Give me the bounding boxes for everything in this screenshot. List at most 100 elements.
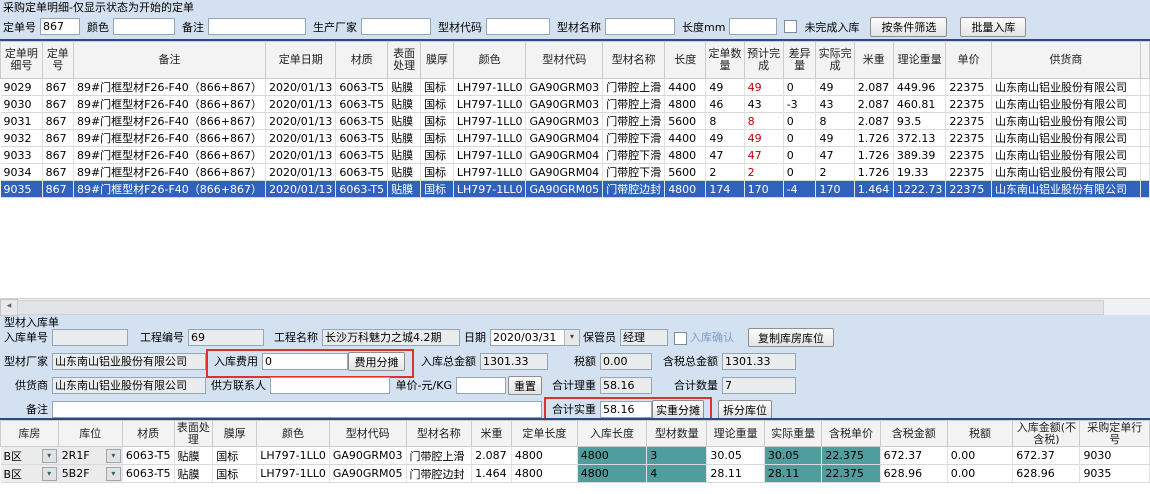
table-cell[interactable]: 2.087 <box>471 446 512 465</box>
table-cell[interactable]: 5600 <box>664 112 707 130</box>
table-cell[interactable]: 93.5 <box>893 112 947 130</box>
table-cell[interactable]: 山东南山铝业股份有限公司 <box>991 163 1141 181</box>
column-header[interactable]: 采购定单行号 <box>1079 420 1150 447</box>
table-cell[interactable]: 国标 <box>420 112 454 130</box>
split-location-button[interactable]: 拆分库位 <box>718 400 772 419</box>
table-cell[interactable]: 6063-T5 <box>335 95 389 113</box>
table-cell[interactable]: 4800 <box>511 464 578 483</box>
table-cell[interactable]: 89#门框型材F26-F40（866+867） <box>73 112 267 130</box>
hscrollbar-thumb[interactable] <box>17 300 1104 315</box>
table-cell[interactable]: 22.375 <box>821 464 881 483</box>
table-cell[interactable]: 389.39 <box>893 146 947 164</box>
table-cell[interactable]: 867 <box>42 95 74 113</box>
table-cell[interactable]: 4800 <box>664 95 707 113</box>
column-header[interactable]: 型材代码 <box>328 420 407 447</box>
order-row[interactable]: 9032 867 89#门框型材F26-F40（866+867） 2020/01/13… <box>0 129 1150 147</box>
table-cell[interactable]: 22375 <box>945 112 993 130</box>
tax-field[interactable] <box>600 353 652 370</box>
table-cell[interactable]: -4 <box>783 180 817 198</box>
table-cell[interactable]: 贴膜 <box>387 95 422 113</box>
weight-share-button[interactable]: 实重分摊 <box>652 400 704 419</box>
table-cell[interactable]: 6063-T5 <box>335 112 389 130</box>
theory-weight-field[interactable] <box>600 377 652 394</box>
table-cell[interactable]: 1.726 <box>854 146 894 164</box>
table-cell[interactable]: 22375 <box>945 163 993 181</box>
table-cell[interactable]: 89#门框型材F26-F40（866+867） <box>73 163 267 181</box>
total-qty-field[interactable] <box>722 377 796 394</box>
reset-button[interactable]: 重置 <box>508 376 542 395</box>
column-header[interactable]: 材质 <box>121 420 175 447</box>
batch-inbound-button[interactable]: 批量入库 <box>960 16 1027 37</box>
column-header[interactable]: 定单明细号 <box>0 41 43 79</box>
project-no-field[interactable] <box>188 329 264 346</box>
table-cell[interactable]: 门带腔下滑 <box>602 163 666 181</box>
table-cell[interactable]: 0 <box>783 129 817 147</box>
table-cell[interactable]: 6063-T5 <box>335 129 389 147</box>
table-cell[interactable]: 国标 <box>420 180 454 198</box>
copy-location-button[interactable]: 复制库房库位 <box>748 328 834 347</box>
table-cell[interactable]: 49 <box>705 78 745 96</box>
table-cell[interactable]: 867 <box>42 163 74 181</box>
column-header[interactable]: 长度 <box>664 41 707 79</box>
table-cell[interactable]: 5B2F ▾ <box>58 464 123 483</box>
table-cell[interactable]: LH797-1LL0 <box>256 464 330 483</box>
table-cell[interactable]: 1.726 <box>854 163 894 181</box>
table-cell[interactable]: 170 <box>744 180 784 198</box>
table-cell[interactable]: 4800 <box>577 464 648 483</box>
table-cell[interactable]: 49 <box>815 129 855 147</box>
table-cell[interactable]: 山东南山铝业股份有限公司 <box>991 129 1141 147</box>
dropdown-arrow-icon[interactable]: ▾ <box>105 467 121 481</box>
table-cell[interactable]: 门带腔下滑 <box>602 146 666 164</box>
table-cell[interactable]: 2020/01/13 <box>265 146 337 164</box>
table-cell[interactable]: 0 <box>783 78 817 96</box>
table-cell[interactable] <box>1140 180 1150 198</box>
table-cell[interactable]: 0.00 <box>947 446 1014 465</box>
table-cell[interactable]: 174 <box>705 180 745 198</box>
column-header[interactable]: 理论重量 <box>892 41 947 79</box>
table-cell[interactable]: LH797-1LL0 <box>453 129 527 147</box>
table-cell[interactable]: 89#门框型材F26-F40（866+867） <box>73 129 267 147</box>
table-cell[interactable]: 4800 <box>511 446 578 465</box>
table-cell[interactable]: 2020/01/13 <box>265 180 337 198</box>
contact-field[interactable] <box>270 377 390 394</box>
table-cell[interactable]: GA90GRM04 <box>525 129 604 147</box>
table-cell[interactable]: 47 <box>705 146 745 164</box>
table-cell[interactable]: 山东南山铝业股份有限公司 <box>991 180 1141 198</box>
column-header[interactable]: 型材名称 <box>602 41 666 79</box>
tax-total-field[interactable] <box>722 353 796 370</box>
table-cell[interactable]: 贴膜 <box>387 146 422 164</box>
column-header[interactable]: 米重 <box>853 41 894 79</box>
table-cell[interactable]: 867 <box>42 129 74 147</box>
column-header[interactable]: 定单日期 <box>264 41 337 79</box>
column-header[interactable]: 含税金额 <box>879 420 948 447</box>
table-cell[interactable]: 贴膜 <box>174 446 214 465</box>
table-cell[interactable]: 28.11 <box>764 464 823 483</box>
column-header[interactable]: 膜厚 <box>212 420 258 447</box>
table-cell[interactable]: LH797-1LL0 <box>453 95 527 113</box>
warehouse-row[interactable]: B区 ▾ 5B2F ▾ 6063-T5 贴膜 国标 LH797-1LL0 GA90GRM05 门带… <box>0 464 1150 483</box>
table-cell[interactable]: 9035 <box>1079 464 1150 483</box>
table-cell[interactable]: 0 <box>783 163 817 181</box>
table-cell[interactable]: 47 <box>744 146 784 164</box>
table-cell[interactable]: LH797-1LL0 <box>453 163 527 181</box>
table-cell[interactable]: 4800 <box>664 180 707 198</box>
table-cell[interactable]: 山东南山铝业股份有限公司 <box>991 95 1141 113</box>
filter-input-order-no[interactable] <box>40 18 80 35</box>
table-cell[interactable]: LH797-1LL0 <box>453 112 527 130</box>
table-cell[interactable]: B区 ▾ <box>0 464 59 483</box>
table-cell[interactable]: 1.726 <box>854 129 894 147</box>
filter-input-manufacturer[interactable] <box>361 18 431 35</box>
filter-input-profile-name[interactable] <box>605 18 675 35</box>
column-header[interactable]: 实际完成 <box>815 41 855 79</box>
table-cell[interactable]: 9034 <box>0 163 43 181</box>
column-header[interactable]: 入库金额(不含税) <box>1012 420 1081 447</box>
table-cell[interactable]: 43 <box>815 95 855 113</box>
table-cell[interactable]: 2R1F ▾ <box>58 446 123 465</box>
column-header[interactable]: 膜厚 <box>420 41 454 79</box>
column-header[interactable]: 含税单价 <box>821 420 881 447</box>
table-cell[interactable]: 8 <box>744 112 784 130</box>
table-cell[interactable]: 89#门框型材F26-F40（866+867） <box>73 78 267 96</box>
table-cell[interactable]: 门带腔上滑 <box>602 112 666 130</box>
table-cell[interactable]: 6063-T5 <box>335 146 389 164</box>
table-cell[interactable]: GA90GRM03 <box>525 112 604 130</box>
